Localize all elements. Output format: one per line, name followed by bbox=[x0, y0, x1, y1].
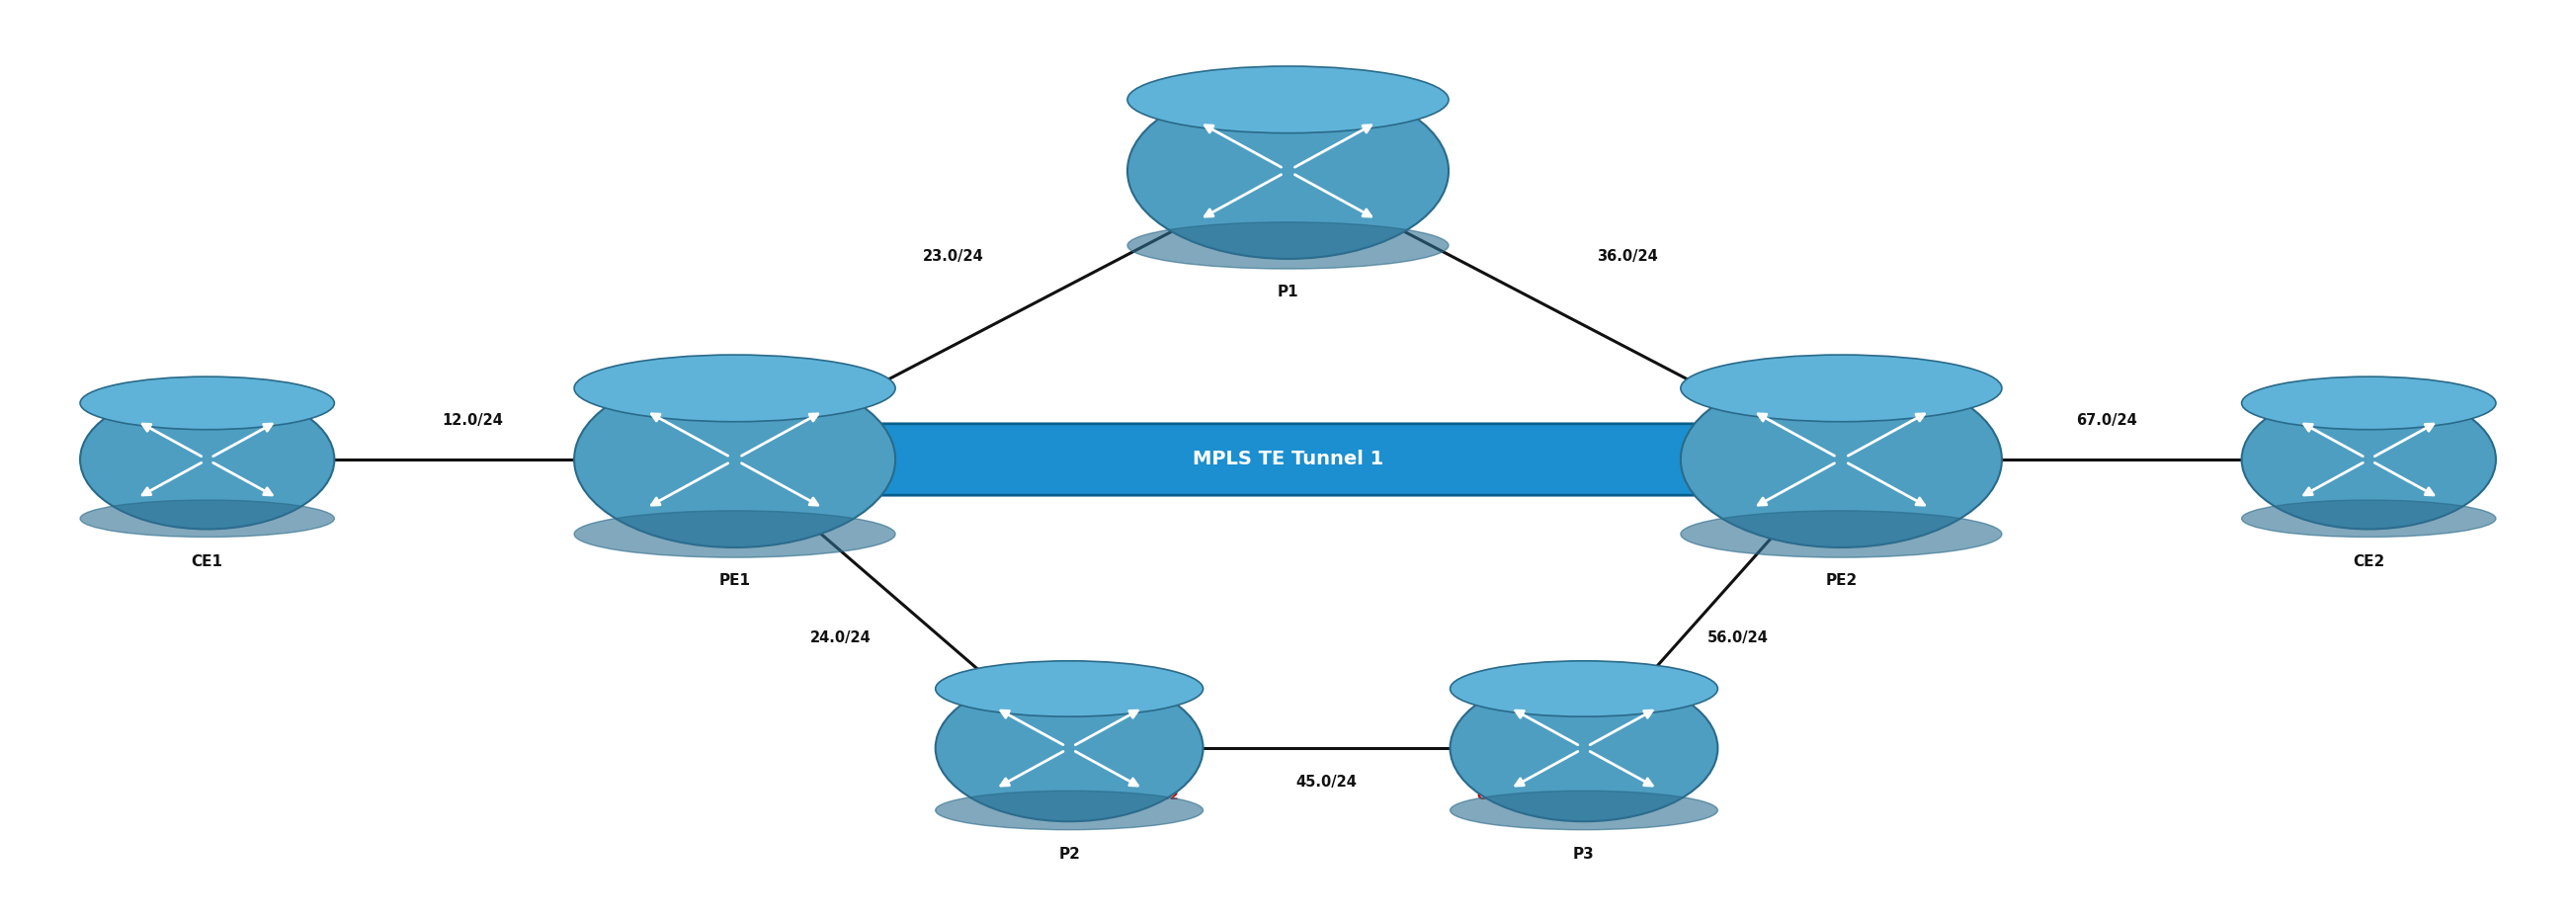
Text: P3: P3 bbox=[1574, 847, 1595, 862]
Text: .6: .6 bbox=[1795, 504, 1811, 518]
Ellipse shape bbox=[574, 371, 896, 548]
Ellipse shape bbox=[80, 377, 335, 429]
Text: P1: P1 bbox=[1278, 285, 1298, 300]
Text: .6: .6 bbox=[1929, 430, 1945, 445]
Text: Gi3: Gi3 bbox=[765, 519, 791, 532]
Text: 23.0/24: 23.0/24 bbox=[922, 249, 984, 264]
Ellipse shape bbox=[80, 390, 335, 529]
Text: 36.0/24: 36.0/24 bbox=[1597, 249, 1659, 264]
Ellipse shape bbox=[2241, 390, 2496, 529]
Text: .6: .6 bbox=[1795, 401, 1811, 415]
FancyBboxPatch shape bbox=[773, 424, 1803, 495]
Text: .3: .3 bbox=[1378, 201, 1394, 216]
Text: .5: .5 bbox=[1481, 773, 1497, 788]
Text: 45.0/24: 45.0/24 bbox=[1296, 775, 1358, 789]
Text: 24.0/24: 24.0/24 bbox=[809, 630, 871, 645]
Text: Gi2: Gi2 bbox=[1154, 789, 1180, 802]
Text: 56.0/24: 56.0/24 bbox=[1708, 630, 1770, 645]
Text: .4: .4 bbox=[1157, 773, 1172, 788]
Ellipse shape bbox=[1450, 661, 1718, 717]
Text: MPLS TE Tunnel 1: MPLS TE Tunnel 1 bbox=[1193, 450, 1383, 469]
Text: .5: .5 bbox=[1654, 716, 1669, 731]
Text: 12.0/24: 12.0/24 bbox=[440, 413, 502, 427]
Ellipse shape bbox=[1450, 790, 1718, 830]
Ellipse shape bbox=[935, 661, 1203, 717]
Text: .3: .3 bbox=[1182, 201, 1198, 216]
Ellipse shape bbox=[1680, 371, 2002, 548]
Text: PE2: PE2 bbox=[1826, 573, 1857, 588]
Text: Gi2: Gi2 bbox=[765, 387, 791, 400]
Text: Gi1: Gi1 bbox=[1182, 187, 1208, 200]
Ellipse shape bbox=[1128, 83, 1448, 259]
Ellipse shape bbox=[2241, 377, 2496, 429]
Text: .7: .7 bbox=[2280, 430, 2295, 445]
Ellipse shape bbox=[1128, 222, 1448, 269]
Ellipse shape bbox=[1680, 511, 2002, 558]
Text: 67.0/24: 67.0/24 bbox=[2076, 413, 2138, 427]
Text: .2: .2 bbox=[775, 401, 791, 415]
Text: Gi2: Gi2 bbox=[1788, 387, 1814, 400]
Ellipse shape bbox=[2241, 500, 2496, 537]
Text: Gi1: Gi1 bbox=[634, 477, 657, 490]
Ellipse shape bbox=[1128, 66, 1448, 133]
Text: CE1: CE1 bbox=[191, 555, 224, 570]
Ellipse shape bbox=[935, 675, 1203, 822]
Text: .2: .2 bbox=[775, 504, 791, 518]
Text: Gi1: Gi1 bbox=[2272, 477, 2295, 490]
Text: Gi2: Gi2 bbox=[1476, 789, 1502, 802]
Text: Gi2: Gi2 bbox=[1370, 187, 1396, 200]
Text: .2: .2 bbox=[631, 430, 647, 445]
Text: CE2: CE2 bbox=[2352, 555, 2385, 570]
Ellipse shape bbox=[1680, 355, 2002, 422]
Text: Gi1: Gi1 bbox=[1922, 477, 1945, 490]
Ellipse shape bbox=[1450, 675, 1718, 822]
Text: Gi3: Gi3 bbox=[1788, 519, 1814, 532]
Text: .1: .1 bbox=[270, 430, 286, 445]
Text: Gi1: Gi1 bbox=[283, 477, 307, 490]
Ellipse shape bbox=[935, 790, 1203, 830]
Ellipse shape bbox=[80, 500, 335, 537]
Text: P2: P2 bbox=[1059, 847, 1079, 862]
Text: Gi1: Gi1 bbox=[979, 702, 1005, 715]
Text: PE1: PE1 bbox=[719, 573, 750, 588]
Text: Gi1: Gi1 bbox=[1651, 702, 1677, 715]
Ellipse shape bbox=[574, 511, 896, 558]
Ellipse shape bbox=[574, 355, 896, 422]
Text: .4: .4 bbox=[987, 716, 1002, 731]
